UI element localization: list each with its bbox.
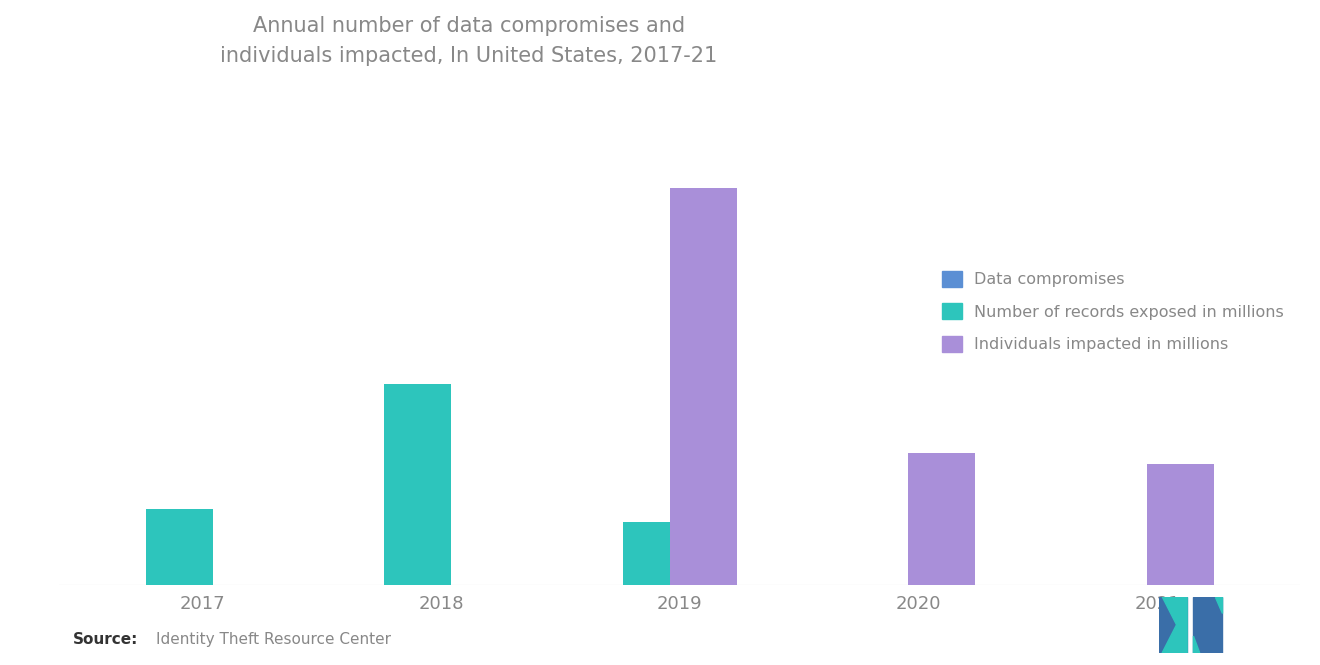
Polygon shape <box>1162 597 1187 653</box>
Bar <box>623 522 690 585</box>
Bar <box>384 384 451 585</box>
Polygon shape <box>1193 636 1200 653</box>
Bar <box>908 453 975 585</box>
Bar <box>1147 464 1214 585</box>
Text: Annual number of data compromises and
individuals impacted, In United States, 20: Annual number of data compromises and in… <box>220 16 718 66</box>
Text: Source:: Source: <box>73 632 139 647</box>
Text: Identity Theft Resource Center: Identity Theft Resource Center <box>156 632 391 647</box>
Polygon shape <box>1193 597 1221 653</box>
Bar <box>145 509 213 585</box>
Bar <box>669 188 737 585</box>
Polygon shape <box>1159 597 1187 653</box>
Polygon shape <box>1216 597 1221 613</box>
Legend: Data compromises, Number of records exposed in millions, Individuals impacted in: Data compromises, Number of records expo… <box>936 264 1291 358</box>
